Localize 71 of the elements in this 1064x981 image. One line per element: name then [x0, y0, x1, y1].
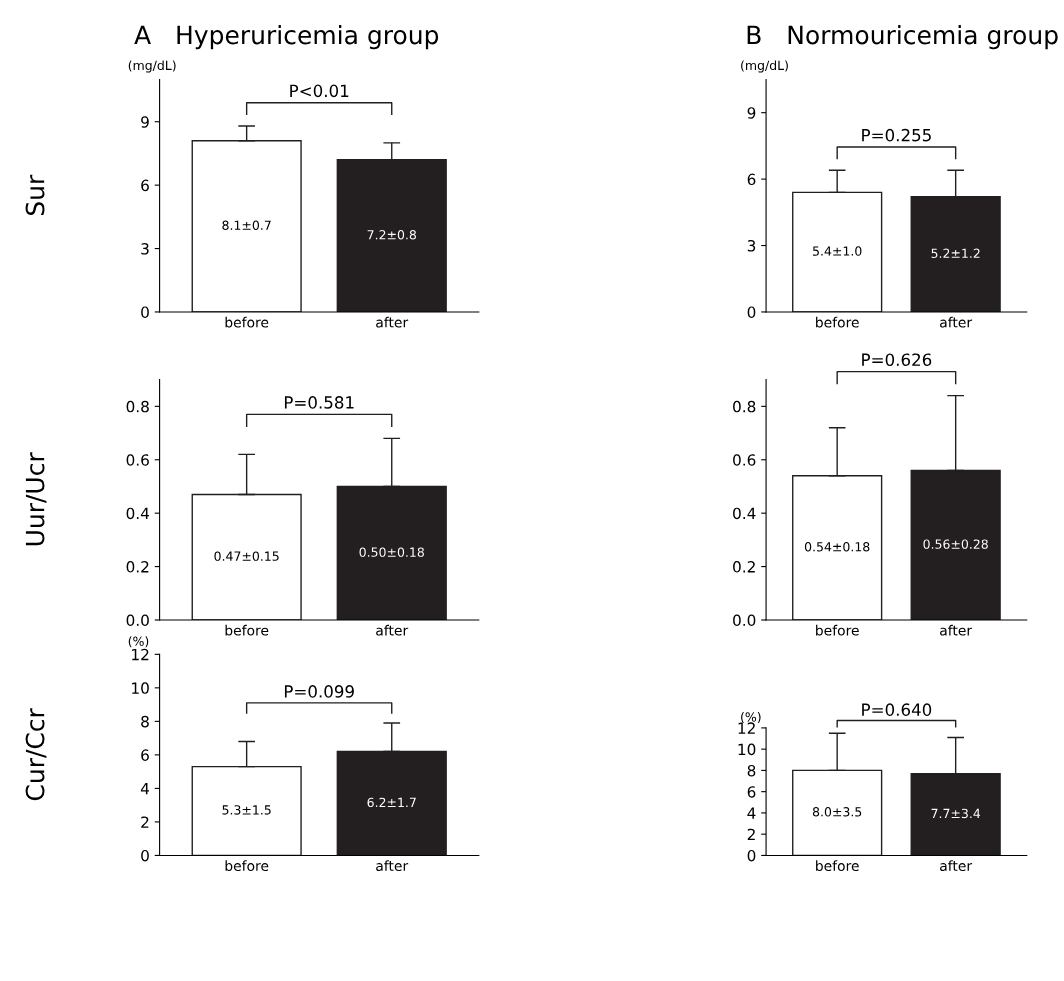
y-tick-label: 3: [141, 243, 149, 255]
y-tick-label: 6: [747, 173, 756, 186]
y-tick-label: 6: [747, 786, 756, 798]
y-tick-label: 0.0: [126, 614, 149, 627]
y-tick-label: 10: [738, 743, 756, 756]
x-tick-label: after: [940, 624, 973, 636]
y-tick-label: 6: [141, 179, 149, 192]
y-tick-label: 4: [140, 783, 150, 795]
y-tick-label: 0: [141, 849, 149, 862]
data-label: 7.7±3.4: [931, 808, 981, 819]
annotation: P=0.099: [284, 685, 354, 698]
y-tick-label: 9: [747, 107, 756, 119]
y-tick-label: 4: [747, 807, 756, 819]
chart-title: A Hyperuricemia group: [134, 25, 439, 50]
annotation: P=0.255: [862, 128, 931, 142]
x-tick-label: after: [376, 316, 409, 328]
x-tick-label: before: [225, 624, 269, 636]
y-tick-label: 0.2: [733, 561, 755, 573]
x-tick-label: before: [225, 316, 269, 328]
x-tick-label: before: [225, 860, 269, 872]
y-tick-label: 2: [747, 828, 755, 840]
y-tick-label: 0.6: [126, 454, 149, 466]
x-tick-label: after: [376, 624, 409, 636]
data-label: 7.2±0.8: [367, 230, 417, 240]
x-tick-label: after: [376, 860, 409, 872]
y-tick-label: 0.4: [733, 507, 756, 520]
text: (%): [741, 711, 761, 724]
x-tick-label: before: [816, 316, 859, 328]
text: (mg/dL): [128, 60, 176, 73]
y-tick-label: 2: [141, 816, 149, 828]
y-tick-label: 12: [132, 648, 149, 661]
y-axis-title: Sur: [25, 174, 45, 216]
y-tick-label: 0: [141, 306, 149, 318]
y-tick-label: 0: [747, 849, 756, 862]
y-tick-label: 10: [132, 682, 149, 694]
y-tick-label: 0.0: [733, 614, 756, 627]
annotation: P=0.581: [284, 396, 354, 409]
data-label: 0.54±0.18: [804, 542, 870, 552]
x-tick-label: after: [940, 860, 973, 872]
text: P=0.626: [862, 353, 932, 366]
y-tick-label: 0.4: [126, 507, 150, 520]
y-axis-title: Cur/Ccr: [25, 708, 47, 801]
annotation: P<0.01: [290, 84, 349, 98]
x-tick-label: before: [816, 860, 859, 872]
y-tick-label: 12: [738, 722, 755, 734]
x-tick-label: after: [940, 316, 973, 328]
y-tick-label: 6: [141, 749, 149, 761]
data-label: 0.56±0.28: [923, 539, 988, 549]
y-tick-label: 0.2: [126, 561, 149, 573]
data-label: 8.1±0.7: [222, 220, 271, 230]
data-label: 0.47±0.15: [214, 551, 279, 561]
y-tick-label: 0.8: [733, 400, 756, 413]
data-label: 0.50±0.18: [359, 547, 424, 557]
data-label: 5.2±1.2: [931, 248, 980, 259]
text: (mg/dL): [741, 60, 788, 73]
y-tick-label: 3: [747, 240, 756, 252]
y-tick-label: 0.8: [126, 400, 149, 413]
chart-title: B Normouricemia group: [747, 25, 1058, 50]
data-label: 6.2±1.7: [367, 797, 416, 808]
x-tick-label: before: [816, 624, 859, 636]
text: (%): [128, 636, 149, 648]
y-tick-label: 0.6: [733, 454, 756, 466]
y-tick-label: 9: [141, 116, 149, 128]
y-tick-label: 8: [141, 715, 149, 728]
data-label: 5.3±1.5: [222, 805, 271, 815]
y-axis-title: Uur/Ucr: [25, 452, 47, 546]
data-label: 5.4±1.0: [813, 246, 862, 256]
y-tick-label: 8: [747, 764, 756, 777]
text: P=0.640: [862, 703, 932, 716]
y-tick-label: 0: [747, 306, 756, 318]
data-label: 8.0±3.5: [812, 807, 862, 817]
